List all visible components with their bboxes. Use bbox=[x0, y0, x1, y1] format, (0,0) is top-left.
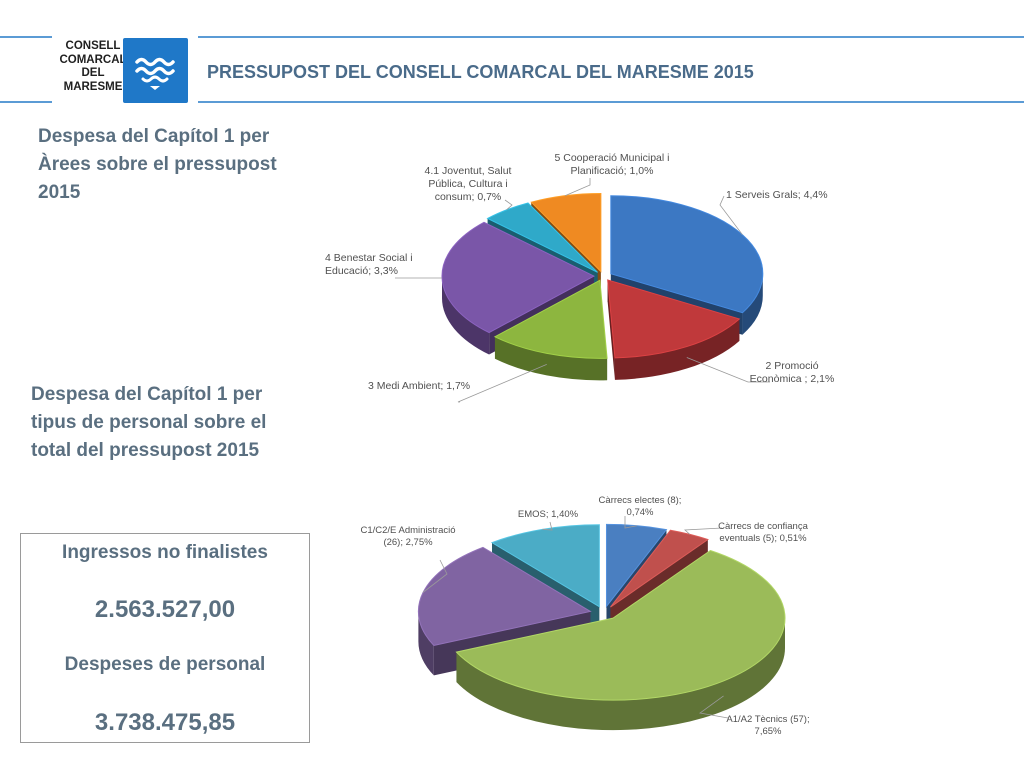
logo-line-4: MARESME bbox=[63, 80, 123, 93]
chart1-slice-6-label: 5 Cooperació Municipal i Planificació; 1,… bbox=[555, 152, 670, 177]
chart1-slice-5-leader bbox=[504, 199, 513, 211]
chart1-slice-1-leader bbox=[719, 195, 743, 235]
chart1-slice-3 bbox=[493, 279, 608, 359]
chart2-slice-5-label: EMOS; 1,40% bbox=[518, 509, 579, 520]
header-rule-bottom-right bbox=[198, 101, 1024, 103]
chart1-slice-4-label: 4 Benestar Social i Educació; 3,3% bbox=[325, 252, 413, 277]
logo-wordmark: CONSELL COMARCAL DEL MARESME bbox=[58, 40, 128, 94]
chart2-slice-2-label: Càrrecs de confiança eventuals (5); 0,51% bbox=[718, 521, 808, 544]
income-value: 2.563.527,00 bbox=[94, 596, 236, 623]
chart2-slice-5-leader bbox=[542, 521, 553, 531]
chart2-slice-1-leader bbox=[624, 516, 638, 529]
logo-line-2: COMARCAL bbox=[59, 53, 127, 66]
chart1-slice-2-leader bbox=[686, 357, 770, 383]
chart1-slice-3-leader bbox=[457, 364, 547, 403]
summary-box: Ingressos no finalistes 2.563.527,00 Des… bbox=[20, 533, 310, 743]
expense-value: 3.738.475,85 bbox=[94, 709, 236, 736]
chart1-slice-6 bbox=[530, 193, 602, 273]
chart1-slice-4 bbox=[441, 221, 596, 334]
page-title: PRESSUPOST DEL CONSELL COMARCAL DEL MARE… bbox=[207, 62, 754, 82]
chart1-slice-2 bbox=[607, 279, 741, 359]
logo-waves-icon bbox=[123, 38, 188, 103]
chart2-slice-3-label: A1/A2 Tècnics (57); 7,65% bbox=[726, 714, 809, 737]
heading-personal: Despesa del Capítol 1 per tipus de perso… bbox=[31, 384, 267, 461]
chart1-slice-1-label: 1 Serveis Grals; 4,4% bbox=[726, 189, 828, 201]
chart1-slice-6-leader bbox=[564, 178, 591, 197]
chart2-slice-3-leader bbox=[699, 695, 729, 719]
chart2-slice-1 bbox=[605, 523, 668, 608]
expense-label: Despeses de personal bbox=[64, 654, 266, 675]
chart2-slice-1-label: Càrrecs electes (8); 0,74% bbox=[599, 495, 682, 518]
header-rule-bottom-left bbox=[0, 101, 52, 103]
chart2-slice-2-leader bbox=[684, 527, 723, 535]
income-label: Ingressos no finalistes bbox=[62, 542, 268, 563]
logo-line-3: DEL bbox=[81, 67, 105, 79]
header-rule-top-left bbox=[0, 36, 52, 38]
chart1-slice-3-label: 3 Medi Ambient; 1,7% bbox=[368, 380, 470, 392]
chart2-slice-4-label: C1/C2/E Administració (26); 2,75% bbox=[360, 525, 455, 548]
chart1-slice-5-label: 4.1 Joventut, Salut Pública, Cultura i con… bbox=[425, 165, 512, 203]
logo-line-1: CONSELL bbox=[65, 40, 121, 52]
chart2-slice-4-leader bbox=[422, 559, 448, 593]
header-rule-top-right bbox=[198, 36, 1024, 38]
areas-pie-chart: 1 Serveis Grals; 4,4% 2 Promoció Econòmica… bbox=[325, 152, 835, 403]
chart2-slice-3 bbox=[455, 549, 786, 701]
personal-pie-chart: Càrrecs electes (8); 0,74% Càrrecs de conf… bbox=[360, 495, 809, 737]
chart1-slice-2-label: 2 Promoció Econòmica ; 2,1% bbox=[750, 360, 835, 385]
heading-areas: Despesa del Capítol 1 per Àrees sobre el… bbox=[38, 126, 277, 203]
